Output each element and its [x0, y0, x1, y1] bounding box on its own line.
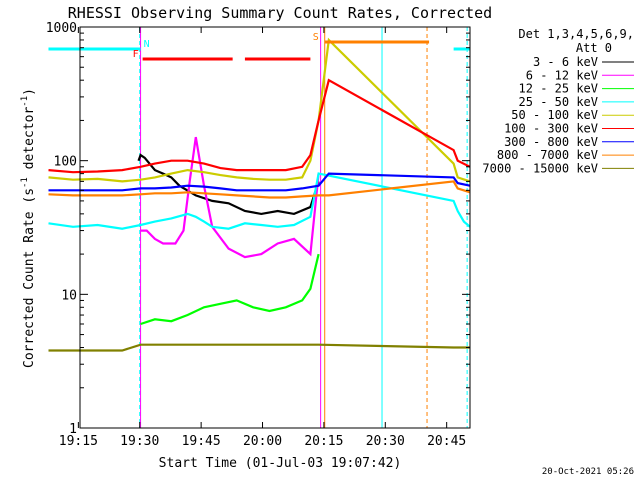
x-tick-label: 20:30	[366, 434, 405, 449]
y-tick-label: 1000	[46, 21, 77, 36]
series-line-5	[48, 78, 471, 174]
series-line-8	[48, 343, 470, 352]
legend-label: 3 - 6 keV	[533, 55, 598, 69]
legend-label: 7000 - 15000 keV	[482, 161, 598, 175]
x-axis-label: Start Time (01-Jul-03 19:07:42)	[159, 456, 402, 471]
plot-area: NF S	[48, 27, 471, 428]
footer-date: 20-Oct-2021 05:26	[542, 467, 634, 477]
flag-label-S: S	[313, 32, 319, 43]
legend-label: 12 - 25 keV	[519, 82, 598, 96]
y-axis: 1 10 100 1000	[46, 21, 470, 437]
legend-label: 6 - 12 keV	[526, 68, 598, 82]
x-tick-label: 20:15	[304, 434, 343, 449]
x-tick-label: 19:15	[59, 434, 98, 449]
flag-label-F: F	[133, 49, 139, 60]
x-tick-label: 19:30	[120, 434, 159, 449]
series-line-0	[137, 153, 320, 216]
x-tick-label: 20:45	[427, 434, 466, 449]
series-line-2	[140, 253, 320, 326]
x-tick-label: 20:00	[243, 434, 282, 449]
legend-label: 100 - 300 keV	[504, 122, 598, 136]
series-line-4	[48, 37, 471, 183]
y-axis-label: Corrected Count Rate (s-1 detector-1)	[20, 88, 37, 368]
legend-title-line1: Det 1,3,4,5,6,9,	[518, 27, 634, 41]
chart-title: RHESSI Observing Summary Count Rates, Co…	[68, 4, 492, 22]
legend-label: 800 - 7000 keV	[497, 148, 598, 162]
legend-label: 25 - 50 keV	[519, 95, 598, 109]
legend-title-line2: Att 0	[576, 41, 612, 55]
legend-label: 50 - 100 keV	[511, 108, 598, 122]
y-tick-label: 1	[69, 422, 77, 437]
legend-label: 300 - 800 keV	[504, 135, 598, 149]
y-tick-label: 10	[61, 288, 77, 303]
series-line-3	[48, 172, 471, 230]
series-line-7	[48, 180, 471, 199]
x-tick-label: 19:45	[182, 434, 221, 449]
y-tick-label: 100	[54, 155, 77, 170]
plot-frame	[79, 26, 471, 429]
flag-label-N: N	[144, 39, 150, 50]
x-axis: 19:15 19:30 19:45 20:00 20:15 20:30 20:45	[59, 27, 466, 449]
series-line-6	[48, 172, 471, 192]
